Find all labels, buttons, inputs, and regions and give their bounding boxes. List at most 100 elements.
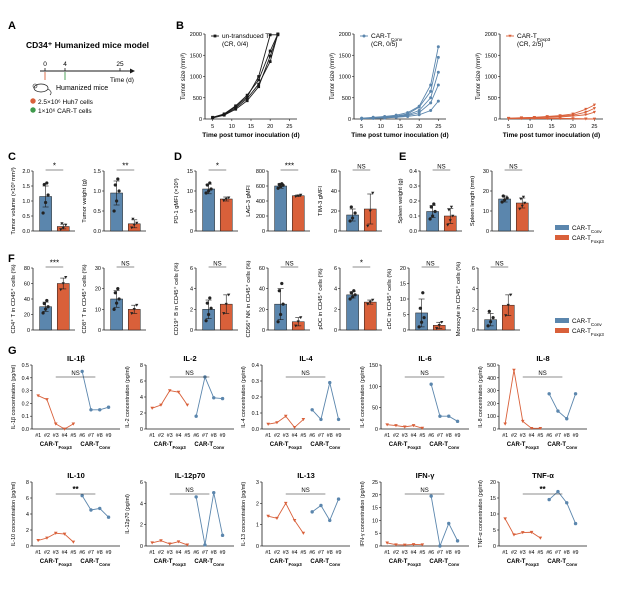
x-tick-label: #9: [336, 433, 342, 439]
data-point: [280, 281, 284, 286]
chart-E2: 0 10 20 30 Spleen length (mm) NS: [470, 165, 534, 235]
data-point-foxp3: [176, 540, 181, 544]
y-tick-label: 1: [256, 523, 259, 529]
data-point-conv: [212, 490, 216, 495]
x-tick-label: #5: [70, 550, 76, 556]
data-point-conv: [573, 521, 578, 526]
data-point-foxp3: [167, 542, 172, 546]
data-point: [446, 223, 450, 227]
y-tick-label: 1000: [339, 75, 351, 81]
data-point: [113, 291, 117, 295]
x-axis-label: Time post tumor inoculation (d): [351, 132, 448, 139]
x-tick-label: #9: [455, 550, 461, 556]
group-label-foxp3: CAR-TFoxp3: [40, 442, 72, 450]
group-label-conv: CAR-TConv: [80, 442, 110, 450]
data-point: [222, 312, 226, 315]
data-point: [592, 107, 597, 110]
x-tick-label: #4: [176, 433, 182, 439]
x-tick-label: #8: [97, 550, 103, 556]
group-label-conv: CAR-TConv: [310, 442, 340, 450]
y-tick-label: 0: [375, 427, 378, 433]
chart-G9: 0 5 10 15 20 25 IFN-γ concentration (pg/ml) IFN…: [360, 471, 469, 567]
y-tick-label: 2: [256, 501, 259, 507]
panel-label-D: D: [174, 151, 182, 163]
data-point: [130, 312, 134, 315]
x-tick-label: #7: [88, 433, 94, 439]
y-tick-label: 15: [400, 282, 406, 288]
data-point: [224, 197, 228, 201]
x-tick-label: #4: [292, 433, 298, 439]
y-tick-label: 0: [199, 117, 202, 123]
x-tick-label: #7: [202, 433, 208, 439]
y-tick-label: 1500: [485, 53, 497, 59]
data-point-conv: [106, 405, 111, 409]
y-tick-label: 2.0: [22, 169, 30, 175]
data-point: [348, 219, 352, 223]
group-label-conv: CAR-TConv: [194, 559, 224, 567]
data-point: [204, 191, 208, 195]
data-point: [61, 282, 65, 285]
sig-label: NS: [285, 262, 293, 268]
group-label-foxp3: CAR-TFoxp3: [507, 442, 539, 450]
x-tick-label: #1: [265, 550, 271, 556]
bar-conv: [346, 294, 359, 331]
data-point-conv: [89, 508, 93, 512]
x-tick-label: #2: [274, 550, 280, 556]
data-point: [558, 115, 562, 119]
y-tick-label: 10: [187, 189, 193, 195]
data-point: [132, 308, 136, 311]
data-point: [208, 181, 212, 185]
data-point: [276, 33, 280, 37]
group-label-conv: CAR-TConv: [310, 559, 340, 567]
data-point-foxp3: [301, 531, 306, 535]
data-point-conv: [319, 503, 323, 508]
y-tick-label: 60: [24, 282, 30, 288]
data-point: [509, 293, 513, 297]
data-point-foxp3: [185, 403, 190, 407]
data-point: [532, 117, 536, 120]
y-axis-label: pDC in CD45⁺ cells (%): [317, 268, 324, 329]
data-point: [417, 109, 421, 112]
y-axis-label: Tumor volume (×10³ mm³): [11, 167, 17, 234]
data-point: [394, 115, 398, 119]
data-point: [432, 202, 436, 206]
data-point: [294, 195, 298, 198]
chart-E1: 0.0 0.1 0.2 0.3 0.4 Spleen weight (g) NS: [398, 165, 462, 235]
data-point: [276, 186, 280, 190]
data-point: [435, 327, 439, 330]
legend-swatch-foxp3: [555, 328, 569, 333]
x-tick-label: #2: [393, 433, 399, 439]
legend-marker: [362, 34, 366, 38]
x-tick-label: #7: [318, 433, 324, 439]
series-line-conv: [311, 498, 339, 522]
data-point: [114, 301, 119, 305]
chart-F5: 0 2 4 6 pDC in CD45⁺ cells (%) *: [317, 259, 382, 334]
data-point: [204, 319, 208, 323]
y-tick-label: 20: [483, 189, 489, 195]
y-tick-label: 60: [331, 169, 337, 175]
data-point-conv: [455, 419, 460, 424]
legend-swatch-conv: [555, 225, 569, 230]
y-tick-label: 0: [493, 544, 496, 550]
x-tick-label: #5: [537, 433, 543, 439]
group-label-foxp3: CAR-TFoxp3: [40, 559, 72, 567]
data-point-foxp3: [292, 519, 297, 523]
x-tick-label: #2: [511, 433, 517, 439]
y-tick-label: 0.0: [409, 229, 417, 235]
y-tick-label: 6: [472, 266, 475, 272]
x-tick-label: #9: [573, 550, 579, 556]
data-point: [296, 194, 300, 198]
data-point-conv: [319, 417, 323, 422]
x-tick-label: #6: [193, 433, 199, 439]
chart-title: IL-6: [418, 354, 431, 363]
x-axis-label: Time post tumor inoculation (d): [202, 132, 299, 139]
sig-label: NS: [426, 262, 434, 268]
x-tick-label: #1: [149, 433, 155, 439]
data-point: [257, 75, 261, 78]
sig-label: NS: [437, 165, 445, 171]
data-point: [592, 103, 597, 107]
group-label-conv: CAR-TConv: [429, 442, 459, 450]
sig-label: NS: [121, 262, 129, 268]
